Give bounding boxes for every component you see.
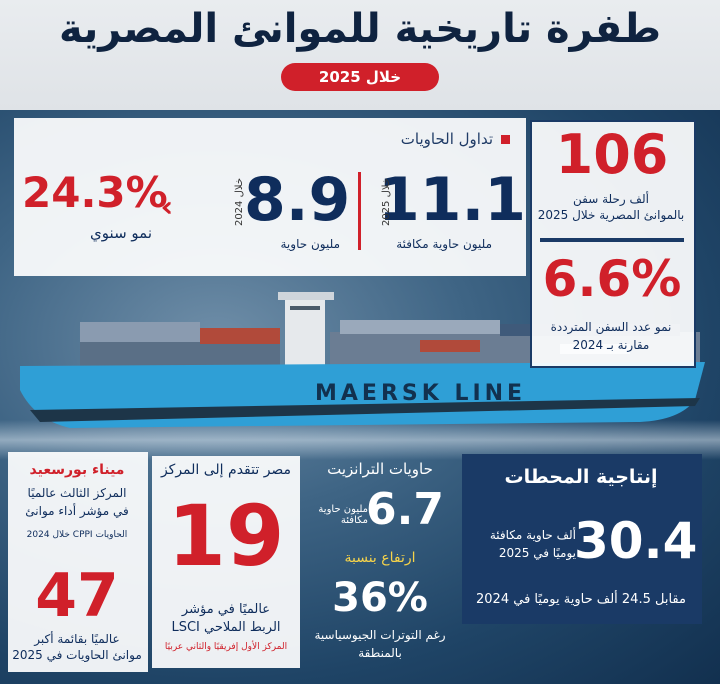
ship-hull-bottom — [30, 398, 700, 422]
containers-2024-unit: مليون حاوية — [280, 237, 341, 251]
year-2024-label: خلال 2024 — [234, 178, 245, 227]
trips-line1: ألف رحلة سفن — [573, 192, 649, 206]
port-said-line3: الحاويات CPPI خلال 2024 — [26, 530, 128, 540]
containers-2025-value: 11.1 — [378, 165, 527, 235]
container-section-title: تداول الحاويات — [330, 130, 510, 148]
trips-line2: بالموانئ المصرية خلال 2025 — [537, 208, 685, 222]
egypt-rank-note: المركز الأول إفريقيًا والثاني عربيًا — [164, 642, 288, 652]
port-said-line5: موانئ الحاويات في 2025 — [12, 648, 142, 662]
container-throughput-panel — [14, 118, 526, 276]
productivity-compare: مقابل 24.5 ألف حاوية يوميًا في 2024 — [476, 592, 686, 607]
transit-note2: بالمنطقة — [358, 646, 402, 660]
port-said-panel — [8, 452, 148, 672]
egypt-rank-panel — [152, 456, 300, 668]
growth-label: نمو سنوي — [90, 224, 152, 242]
port-said-line2: في مؤشر أداء موانئ — [25, 504, 129, 518]
transit-rise-value: 36% — [332, 575, 428, 621]
transit-title: حاويات الترانزيت — [327, 460, 433, 478]
ship-brand: MAERSK LINE — [315, 381, 526, 406]
ships-growth-line2: مقارنة بـ 2024 — [572, 338, 650, 352]
transit-value: 6.7 — [366, 484, 444, 535]
ships-growth-line1: نمو عدد السفن المترددة — [550, 320, 672, 334]
subtitle-badge: خلال 2025 — [281, 63, 439, 91]
containers-2024-value: 8.9 — [244, 165, 351, 235]
port-said-line1: المركز الثالث عالميًا — [27, 486, 127, 500]
egypt-rank-line1: عالميًا في مؤشر — [181, 602, 271, 617]
trips-value: 106 — [555, 123, 669, 186]
year-2025-label: خلال 2025 — [381, 178, 392, 227]
transit-unit: مليون حاوية مكافئة — [318, 504, 368, 526]
trips-divider — [540, 238, 684, 242]
transit-rise-label: ارتفاع بنسبة — [344, 550, 416, 566]
stat-divider — [358, 172, 361, 250]
egypt-rank-value: 19 — [167, 487, 285, 585]
egypt-rank-line2: الربط الملاحي LSCI — [171, 620, 281, 635]
port-said-rank-value: 47 — [35, 561, 119, 631]
port-said-title: ميناء بورسعيد — [29, 462, 125, 478]
productivity-title: إنتاجية المحطات — [504, 466, 658, 488]
square-bullet-icon — [501, 135, 510, 144]
transit-note1: رغم التوترات الجيوسياسية — [314, 628, 446, 642]
port-said-line4: عالميًا بقائمة أكبر — [34, 632, 120, 646]
productivity-line2: يوميًا في 2025 — [498, 546, 576, 560]
page-title: طفرة تاريخية للموانئ المصرية — [59, 6, 661, 52]
header-band — [0, 0, 720, 110]
growth-value: 24.3% — [22, 168, 168, 217]
productivity-panel — [462, 454, 702, 624]
containers-2025-unit: مليون حاوية مكافئة — [396, 237, 492, 251]
ship-bridge — [278, 292, 334, 366]
productivity-value: 30.4 — [574, 512, 698, 570]
egypt-rank-title: مصر تتقدم إلى المركز — [160, 462, 292, 478]
ships-growth-value: 6.6% — [542, 250, 682, 308]
trips-panel — [530, 120, 696, 368]
productivity-line1: ألف حاوية مكافئة — [489, 528, 576, 542]
